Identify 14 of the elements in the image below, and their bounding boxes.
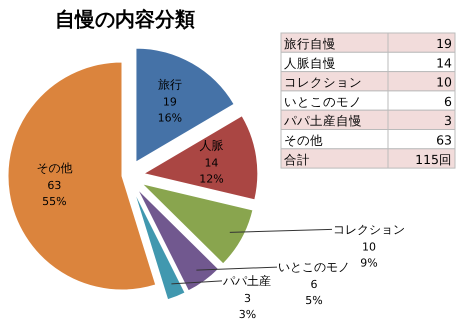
slice-label: コレクション: [333, 222, 405, 236]
slice-label: 旅行: [158, 78, 182, 92]
data-label: 19 16%: [158, 96, 182, 125]
slice-label: いとこのモノ: [278, 260, 350, 274]
slice-label: 人脈: [199, 138, 224, 152]
data-label: 63 55%: [42, 179, 67, 208]
slice-label: その他: [36, 161, 72, 176]
chart-title: 自慢の内容分類: [55, 7, 195, 31]
data-label: 6 5%: [305, 278, 323, 308]
table: 旅行自慢 19 人脈自慢 14 コレクション 10 いとこのモノ 6 パパ土産自慢 3 その他 63 合計 115回: [280, 32, 456, 169]
data-label: 14 12%: [199, 156, 224, 186]
data-label: 3 3%: [238, 292, 256, 321]
data-label: 10 9%: [360, 240, 378, 270]
slice-label: パパ土産: [222, 274, 271, 288]
